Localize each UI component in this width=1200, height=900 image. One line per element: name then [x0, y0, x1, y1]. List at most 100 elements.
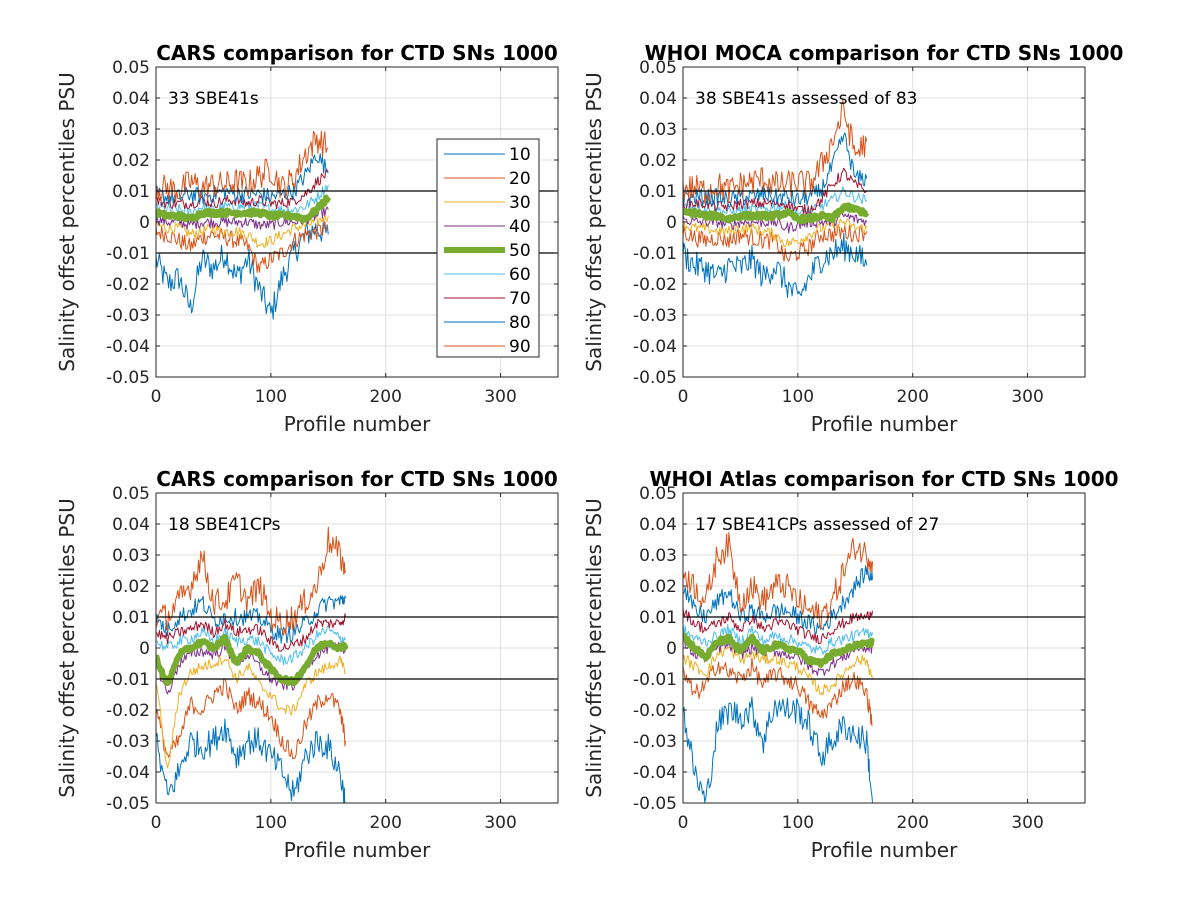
x-tick-label: 100 [782, 813, 814, 833]
series-line-p20 [156, 678, 346, 760]
y-tick-label: 0.04 [639, 89, 677, 109]
y-tick-label: 0.01 [639, 182, 677, 202]
series-line-p50 [683, 632, 876, 668]
series-line-p70 [156, 613, 346, 652]
y-tick-label: 0.05 [639, 58, 677, 78]
series-line-p50 [156, 194, 332, 224]
y-tick-label: -0.05 [633, 368, 677, 388]
subplot-3: 0.05 0.04 0.03 0.02 0.01 0 -0.01 -0.02 -0.03 -0.0… [55, 467, 559, 862]
series-line-p70 [683, 167, 868, 216]
series-line-p20 [156, 221, 329, 273]
y-tick-label: 0 [139, 639, 150, 659]
x-tick-label: 300 [1011, 813, 1043, 833]
series-line-p30 [156, 213, 329, 248]
y-tick-label: -0.02 [106, 275, 150, 295]
series-line-p10 [156, 718, 346, 803]
legend: 10 20 30 40 50 60 70 80 90 [436, 138, 540, 358]
series-line-p30 [156, 655, 346, 769]
y-axis-label: Salinity offset percentiles PSU [55, 498, 79, 797]
y-tick-label: 0 [139, 213, 150, 233]
y-tick-label: 0.04 [639, 515, 677, 535]
y-tick-label: 0.01 [639, 608, 677, 628]
x-tick-label: 200 [369, 387, 401, 407]
x-tick-label: 300 [1011, 387, 1043, 407]
x-tick-label: 0 [151, 813, 162, 833]
y-tick-label: 0.03 [639, 120, 677, 140]
annotation-text: 18 SBE41CPs [168, 515, 281, 535]
y-tick-label: -0.03 [106, 306, 150, 326]
series-group [156, 130, 332, 320]
y-tick-label: 0.03 [112, 120, 150, 140]
y-tick-label: -0.03 [633, 732, 677, 752]
x-axis-label: Profile number [811, 838, 958, 862]
series-line-p40 [156, 642, 346, 695]
y-tick-label: -0.02 [633, 701, 677, 721]
legend-label: 80 [509, 313, 531, 333]
y-tick-label: 0.05 [112, 484, 150, 504]
y-tick-label: 0.02 [639, 577, 677, 597]
y-tick-label: 0.05 [112, 58, 150, 78]
y-tick-label: -0.05 [106, 794, 150, 814]
y-tick-label: -0.03 [633, 306, 677, 326]
y-tick-label: -0.01 [106, 244, 150, 264]
y-tick-label: 0.04 [112, 89, 150, 109]
y-tick-label: -0.04 [106, 337, 150, 357]
legend-label: 20 [509, 169, 531, 189]
x-axis-label: Profile number [284, 838, 431, 862]
x-tick-label: 0 [678, 387, 689, 407]
series-group [683, 531, 876, 803]
legend-label: 50 [509, 241, 531, 261]
y-tick-label: -0.04 [106, 763, 150, 783]
x-tick-label: 100 [255, 813, 287, 833]
series-line-p60 [156, 624, 346, 666]
legend-label: 90 [509, 337, 531, 357]
y-tick-label: -0.05 [633, 794, 677, 814]
y-tick-label: -0.02 [633, 275, 677, 295]
x-tick-label: 200 [896, 387, 928, 407]
annotation-text: 38 SBE41s assessed of 83 [695, 89, 918, 109]
x-tick-label: 100 [255, 387, 287, 407]
series-group [683, 100, 870, 298]
chart-title: WHOI Atlas comparison for CTD SNs 1000 [649, 467, 1118, 491]
x-tick-label: 0 [151, 387, 162, 407]
legend-label: 40 [509, 217, 531, 237]
y-tick-label: 0.01 [112, 608, 150, 628]
series-line-p80 [683, 132, 868, 208]
series-line-p90 [683, 100, 868, 204]
series-line-p70 [156, 168, 329, 210]
series-group [156, 526, 349, 803]
series-line-p90 [156, 526, 346, 636]
x-axis-label: Profile number [811, 412, 958, 436]
y-tick-label: -0.01 [633, 244, 677, 264]
y-tick-label: -0.03 [106, 732, 150, 752]
legend-label: 70 [509, 289, 531, 309]
x-tick-label: 300 [484, 813, 516, 833]
y-tick-label: -0.01 [633, 670, 677, 690]
y-tick-label: -0.04 [633, 763, 677, 783]
series-line-p10 [683, 696, 873, 803]
series-line-p70 [683, 607, 873, 645]
chart-title: WHOI MOCA comparison for CTD SNs 1000 [645, 41, 1124, 65]
y-axis-label: Salinity offset percentiles PSU [582, 498, 606, 797]
legend-label: 60 [509, 265, 531, 285]
y-tick-label: 0.01 [112, 182, 150, 202]
y-tick-label: 0.02 [639, 151, 677, 171]
x-tick-label: 100 [782, 387, 814, 407]
legend-label: 30 [509, 193, 531, 213]
y-tick-label: 0.02 [112, 577, 150, 597]
x-tick-label: 0 [678, 813, 689, 833]
y-tick-label: 0.02 [112, 151, 150, 171]
y-tick-label: 0 [666, 213, 677, 233]
series-line-p10 [683, 232, 868, 298]
y-tick-label: 0.03 [639, 546, 677, 566]
y-tick-label: -0.05 [106, 368, 150, 388]
chart-title: CARS comparison for CTD SNs 1000 [156, 467, 558, 491]
annotation-text: 33 SBE41s [168, 89, 259, 109]
y-tick-label: 0.05 [639, 484, 677, 504]
y-tick-label: -0.02 [106, 701, 150, 721]
y-tick-label: 0.04 [112, 515, 150, 535]
y-tick-label: 0 [666, 639, 677, 659]
chart-title: CARS comparison for CTD SNs 1000 [156, 41, 558, 65]
series-line-p50 [156, 633, 349, 687]
